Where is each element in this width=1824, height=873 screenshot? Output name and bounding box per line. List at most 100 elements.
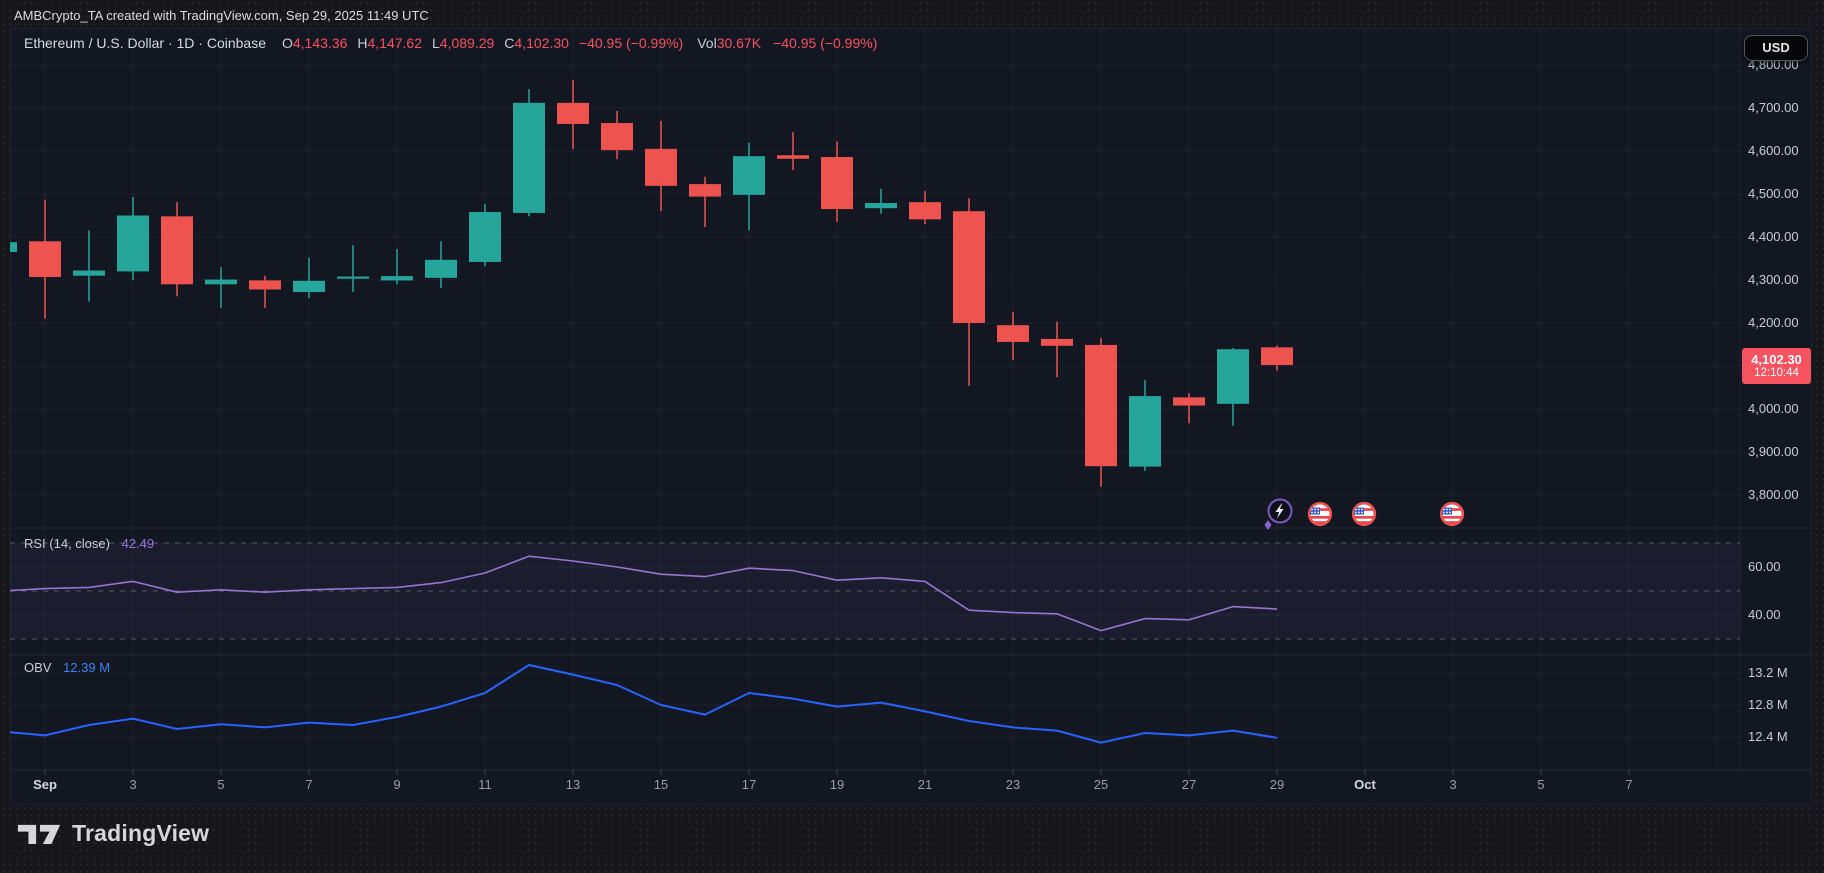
- obv-legend: OBV 12.39 M: [24, 660, 110, 676]
- candle-body: [1173, 397, 1205, 406]
- time-axis-label: 29: [1269, 777, 1285, 792]
- lightning-icon[interactable]: [1262, 496, 1294, 537]
- candle-body: [117, 215, 149, 272]
- bar-countdown: 12:10:44: [1754, 367, 1799, 379]
- ohlc-open: O4,143.36: [281, 35, 348, 51]
- time-axis-label: Sep: [33, 777, 57, 792]
- candle-body: [909, 202, 941, 220]
- tradingview-logo-text: TradingView: [72, 820, 210, 846]
- time-axis-label: 7: [1625, 777, 1633, 792]
- candle-body: [821, 157, 853, 210]
- time-axis-label: 15: [653, 777, 669, 792]
- candles: [10, 80, 1293, 487]
- ohlc-high: H4,147.62: [357, 35, 422, 51]
- chart-widget: [10, 28, 1812, 805]
- candle-body: [865, 203, 897, 209]
- rsi-value: 42.49: [121, 536, 155, 551]
- candle-body: [73, 270, 105, 276]
- time-axis-label: 17: [741, 777, 757, 792]
- candle-body: [161, 216, 193, 285]
- price-axis-label: 4,700.00: [1748, 100, 1799, 115]
- price-axis-label: 4,500.00: [1748, 186, 1799, 201]
- candle-body: [10, 242, 17, 253]
- candle-body: [953, 211, 985, 323]
- tradingview-logo-icon: [17, 824, 61, 845]
- candle-body: [1217, 349, 1249, 404]
- time-axis-label: 5: [217, 777, 225, 792]
- time-axis-label: 13: [565, 777, 581, 792]
- obv-value: 12.39 M: [63, 660, 111, 675]
- time-axis-label: 27: [1181, 777, 1197, 792]
- currency-toggle-button[interactable]: USD: [1744, 35, 1808, 61]
- obv-axis-label: 12.4 M: [1748, 729, 1788, 744]
- rsi-axis-label: 40.00: [1748, 607, 1781, 622]
- us-flag-icon[interactable]: [1350, 500, 1378, 533]
- obv-line: [10, 664, 1278, 744]
- candle-body: [689, 184, 721, 197]
- price-axis[interactable]: [1740, 28, 1812, 770]
- candle-body: [601, 123, 633, 151]
- candle-body: [425, 259, 457, 278]
- price-axis-label: 4,200.00: [1748, 315, 1799, 330]
- candle-body: [205, 279, 237, 285]
- rsi-band: [10, 543, 1740, 639]
- time-axis-label: 3: [129, 777, 137, 792]
- candle-body: [557, 102, 589, 124]
- candle-body: [337, 276, 369, 279]
- time-axis-label: 3: [1449, 777, 1457, 792]
- candle-body: [29, 241, 61, 277]
- candle-body: [513, 102, 545, 213]
- volume-change: −40.95 (−0.99%): [773, 35, 878, 51]
- price-axis-label: 4,000.00: [1748, 401, 1799, 416]
- candle-body: [381, 276, 413, 281]
- last-price-badge: 4,102.30 12:10:44: [1742, 348, 1811, 384]
- time-axis-label: 9: [393, 777, 401, 792]
- candle-body: [1041, 338, 1073, 346]
- rsi-legend: RSI (14, close) 42.49: [24, 536, 154, 552]
- price-axis-label: 4,600.00: [1748, 143, 1799, 158]
- tradingview-logo[interactable]: TradingView: [16, 820, 209, 847]
- obv-name: OBV: [24, 660, 52, 675]
- candle-body: [469, 212, 501, 262]
- candle-body: [1085, 344, 1117, 467]
- time-axis-label: 5: [1537, 777, 1545, 792]
- time-axis-label: Oct: [1354, 777, 1376, 792]
- rsi-line: [10, 555, 1278, 632]
- candle-body: [997, 325, 1029, 342]
- time-axis-label: 25: [1093, 777, 1109, 792]
- time-axis-label: 19: [829, 777, 845, 792]
- volume-label: Vol: [697, 35, 717, 51]
- candle-body: [293, 280, 325, 293]
- ohlc-close: C4,102.30: [504, 35, 569, 51]
- rsi-name: RSI (14, close): [24, 536, 110, 551]
- price-axis-label: 4,300.00: [1748, 272, 1799, 287]
- volume-value: 30.67K: [716, 35, 762, 51]
- horizontal-gridlines: [10, 64, 1740, 738]
- last-price-value: 4,102.30: [1751, 352, 1802, 367]
- candle-body: [1261, 347, 1293, 366]
- candle-body: [645, 148, 677, 186]
- price-axis-label: 3,900.00: [1748, 444, 1799, 459]
- symbol-info-bar: Ethereum / U.S. Dollar · 1D · Coinbase O…: [24, 33, 877, 53]
- rsi-axis-label: 60.00: [1748, 559, 1781, 574]
- ohlc-low: L4,089.29: [432, 35, 495, 51]
- candle-body: [249, 280, 281, 290]
- time-axis-label: 7: [305, 777, 313, 792]
- candle-body: [1129, 396, 1161, 467]
- price-axis-label: 4,400.00: [1748, 229, 1799, 244]
- time-axis[interactable]: [10, 770, 1740, 802]
- candle-body: [733, 156, 765, 195]
- time-axis-label: 11: [478, 777, 492, 792]
- price-axis-label: 3,800.00: [1748, 487, 1799, 502]
- price-change: −40.95 (−0.99%): [578, 35, 684, 51]
- obv-axis-label: 12.8 M: [1748, 697, 1788, 712]
- us-flag-icon[interactable]: [1438, 500, 1466, 533]
- symbol-title: Ethereum / U.S. Dollar · 1D · Coinbase: [24, 35, 266, 51]
- candle-body: [777, 155, 809, 159]
- attribution-text: AMBCrypto_TA created with TradingView.co…: [14, 8, 429, 23]
- obv-axis-label: 13.2 M: [1748, 665, 1788, 680]
- us-flag-icon[interactable]: [1306, 500, 1334, 533]
- time-axis-label: 21: [917, 777, 933, 792]
